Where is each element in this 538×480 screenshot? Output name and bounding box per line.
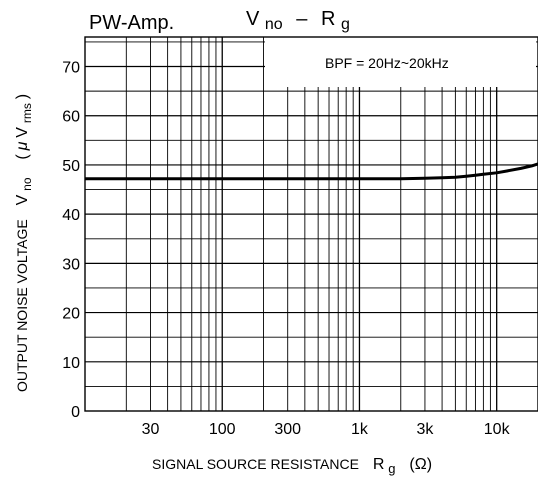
y-tick-label: 70 xyxy=(62,60,80,77)
y-tick-label: 30 xyxy=(62,256,80,273)
y-tick-label: 40 xyxy=(62,207,80,224)
y-tick-labels: 0 10 20 30 40 50 60 70 xyxy=(62,60,80,421)
title-dash: – xyxy=(296,8,308,30)
plot-frame xyxy=(84,36,538,412)
y-axis-label: OUTPUT NOISE VOLTAGE V no ( μ V rms ) xyxy=(14,94,34,392)
y-tick-label: 20 xyxy=(62,306,80,323)
x-tick-label: 3k xyxy=(416,421,434,438)
y-tick-label: 50 xyxy=(62,158,80,175)
y-axis-label-unit-mu: μ xyxy=(14,141,31,151)
y-tick-label: 60 xyxy=(62,109,80,126)
grid xyxy=(85,37,538,411)
chart-title: V no – R g xyxy=(246,8,350,34)
x-axis-label-unit: (Ω) xyxy=(409,456,432,473)
title-r-subscript: g xyxy=(341,16,350,33)
bpf-annotation: BPF = 20Hz~20kHz xyxy=(325,55,449,71)
x-tick-label: 1k xyxy=(351,421,369,438)
title-r-symbol: R xyxy=(321,8,335,30)
y-axis-label-subscript: no xyxy=(20,177,34,191)
y-axis-label-unit-open: ( xyxy=(14,154,31,160)
annotation-mask xyxy=(265,36,536,87)
y-tick-label: 0 xyxy=(71,404,80,421)
x-tick-label: 10k xyxy=(484,421,511,438)
title-symbol: V xyxy=(246,8,260,30)
x-tick-label: 30 xyxy=(142,421,160,438)
x-tick-labels: 30 100 300 1k 3k 10k xyxy=(142,421,511,438)
x-tick-label: 100 xyxy=(209,421,236,438)
x-axis-label: SIGNAL SOURCE RESISTANCE R g (Ω) xyxy=(152,456,432,476)
x-tick-label: 300 xyxy=(274,421,301,438)
x-axis-label-text: SIGNAL SOURCE RESISTANCE xyxy=(152,456,359,472)
y-axis-label-unit-close: ) xyxy=(14,94,31,99)
corner-label: PW-Amp. xyxy=(89,12,174,34)
y-axis-label-symbol: V xyxy=(14,194,31,205)
noise-curve xyxy=(85,162,538,181)
y-tick-label: 10 xyxy=(62,355,80,372)
x-axis-label-subscript: g xyxy=(388,461,395,476)
y-axis-label-unit-subscript: rms xyxy=(20,103,34,123)
series-layer xyxy=(85,162,538,181)
y-axis-label-text: OUTPUT NOISE VOLTAGE xyxy=(14,219,30,392)
x-axis-label-symbol: R xyxy=(373,456,385,473)
title-symbol-subscript: no xyxy=(265,16,283,33)
y-axis-label-unit-v: V xyxy=(14,127,31,138)
